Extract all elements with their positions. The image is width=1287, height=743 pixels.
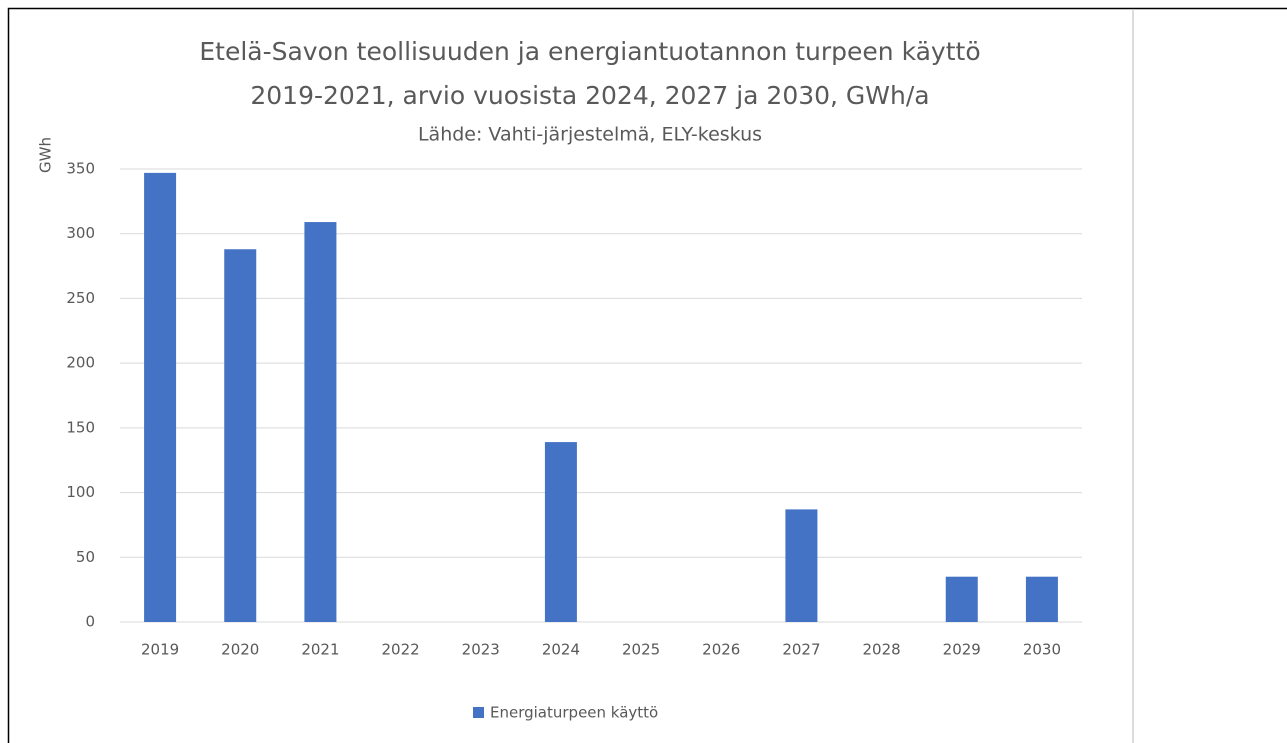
y-axis-label: GWh [37, 137, 55, 173]
x-tick-label: 2019 [141, 641, 179, 659]
legend-label: Energiaturpeen käyttö [490, 704, 658, 722]
legend-swatch [473, 707, 484, 718]
chart-title: Etelä-Savon teollisuuden ja energiantuot… [199, 37, 980, 66]
bar [785, 509, 818, 622]
x-tick-label: 2030 [1023, 641, 1061, 659]
y-tick-label: 200 [66, 354, 95, 372]
bar [1025, 576, 1058, 622]
x-tick-label: 2021 [301, 641, 339, 659]
bar [224, 249, 257, 622]
y-tick-label: 350 [66, 160, 95, 178]
x-tick-label: 2028 [862, 641, 900, 659]
bar [304, 222, 337, 622]
y-tick-label: 100 [66, 483, 95, 501]
bar [144, 172, 177, 622]
x-tick-label: 2027 [782, 641, 820, 659]
chart-subtitle: Lähde: Vahti-järjestelmä, ELY-keskus [418, 124, 762, 146]
y-tick-label: 250 [66, 289, 95, 307]
x-tick-label: 2025 [622, 641, 660, 659]
bar [544, 442, 577, 622]
x-tick-label: 2026 [702, 641, 740, 659]
chart-title: 2019-2021, arvio vuosista 2024, 2027 ja … [250, 81, 929, 110]
y-tick-label: 50 [76, 548, 95, 566]
bar [945, 576, 978, 622]
frame [7, 7, 1287, 743]
y-tick-label: 300 [66, 224, 95, 242]
x-tick-label: 2020 [221, 641, 259, 659]
y-tick-label: 150 [66, 418, 95, 436]
x-tick-label: 2022 [381, 641, 419, 659]
y-tick-label: 0 [85, 613, 95, 631]
x-tick-label: 2029 [943, 641, 981, 659]
x-tick-label: 2024 [542, 641, 580, 659]
x-tick-label: 2023 [462, 641, 500, 659]
